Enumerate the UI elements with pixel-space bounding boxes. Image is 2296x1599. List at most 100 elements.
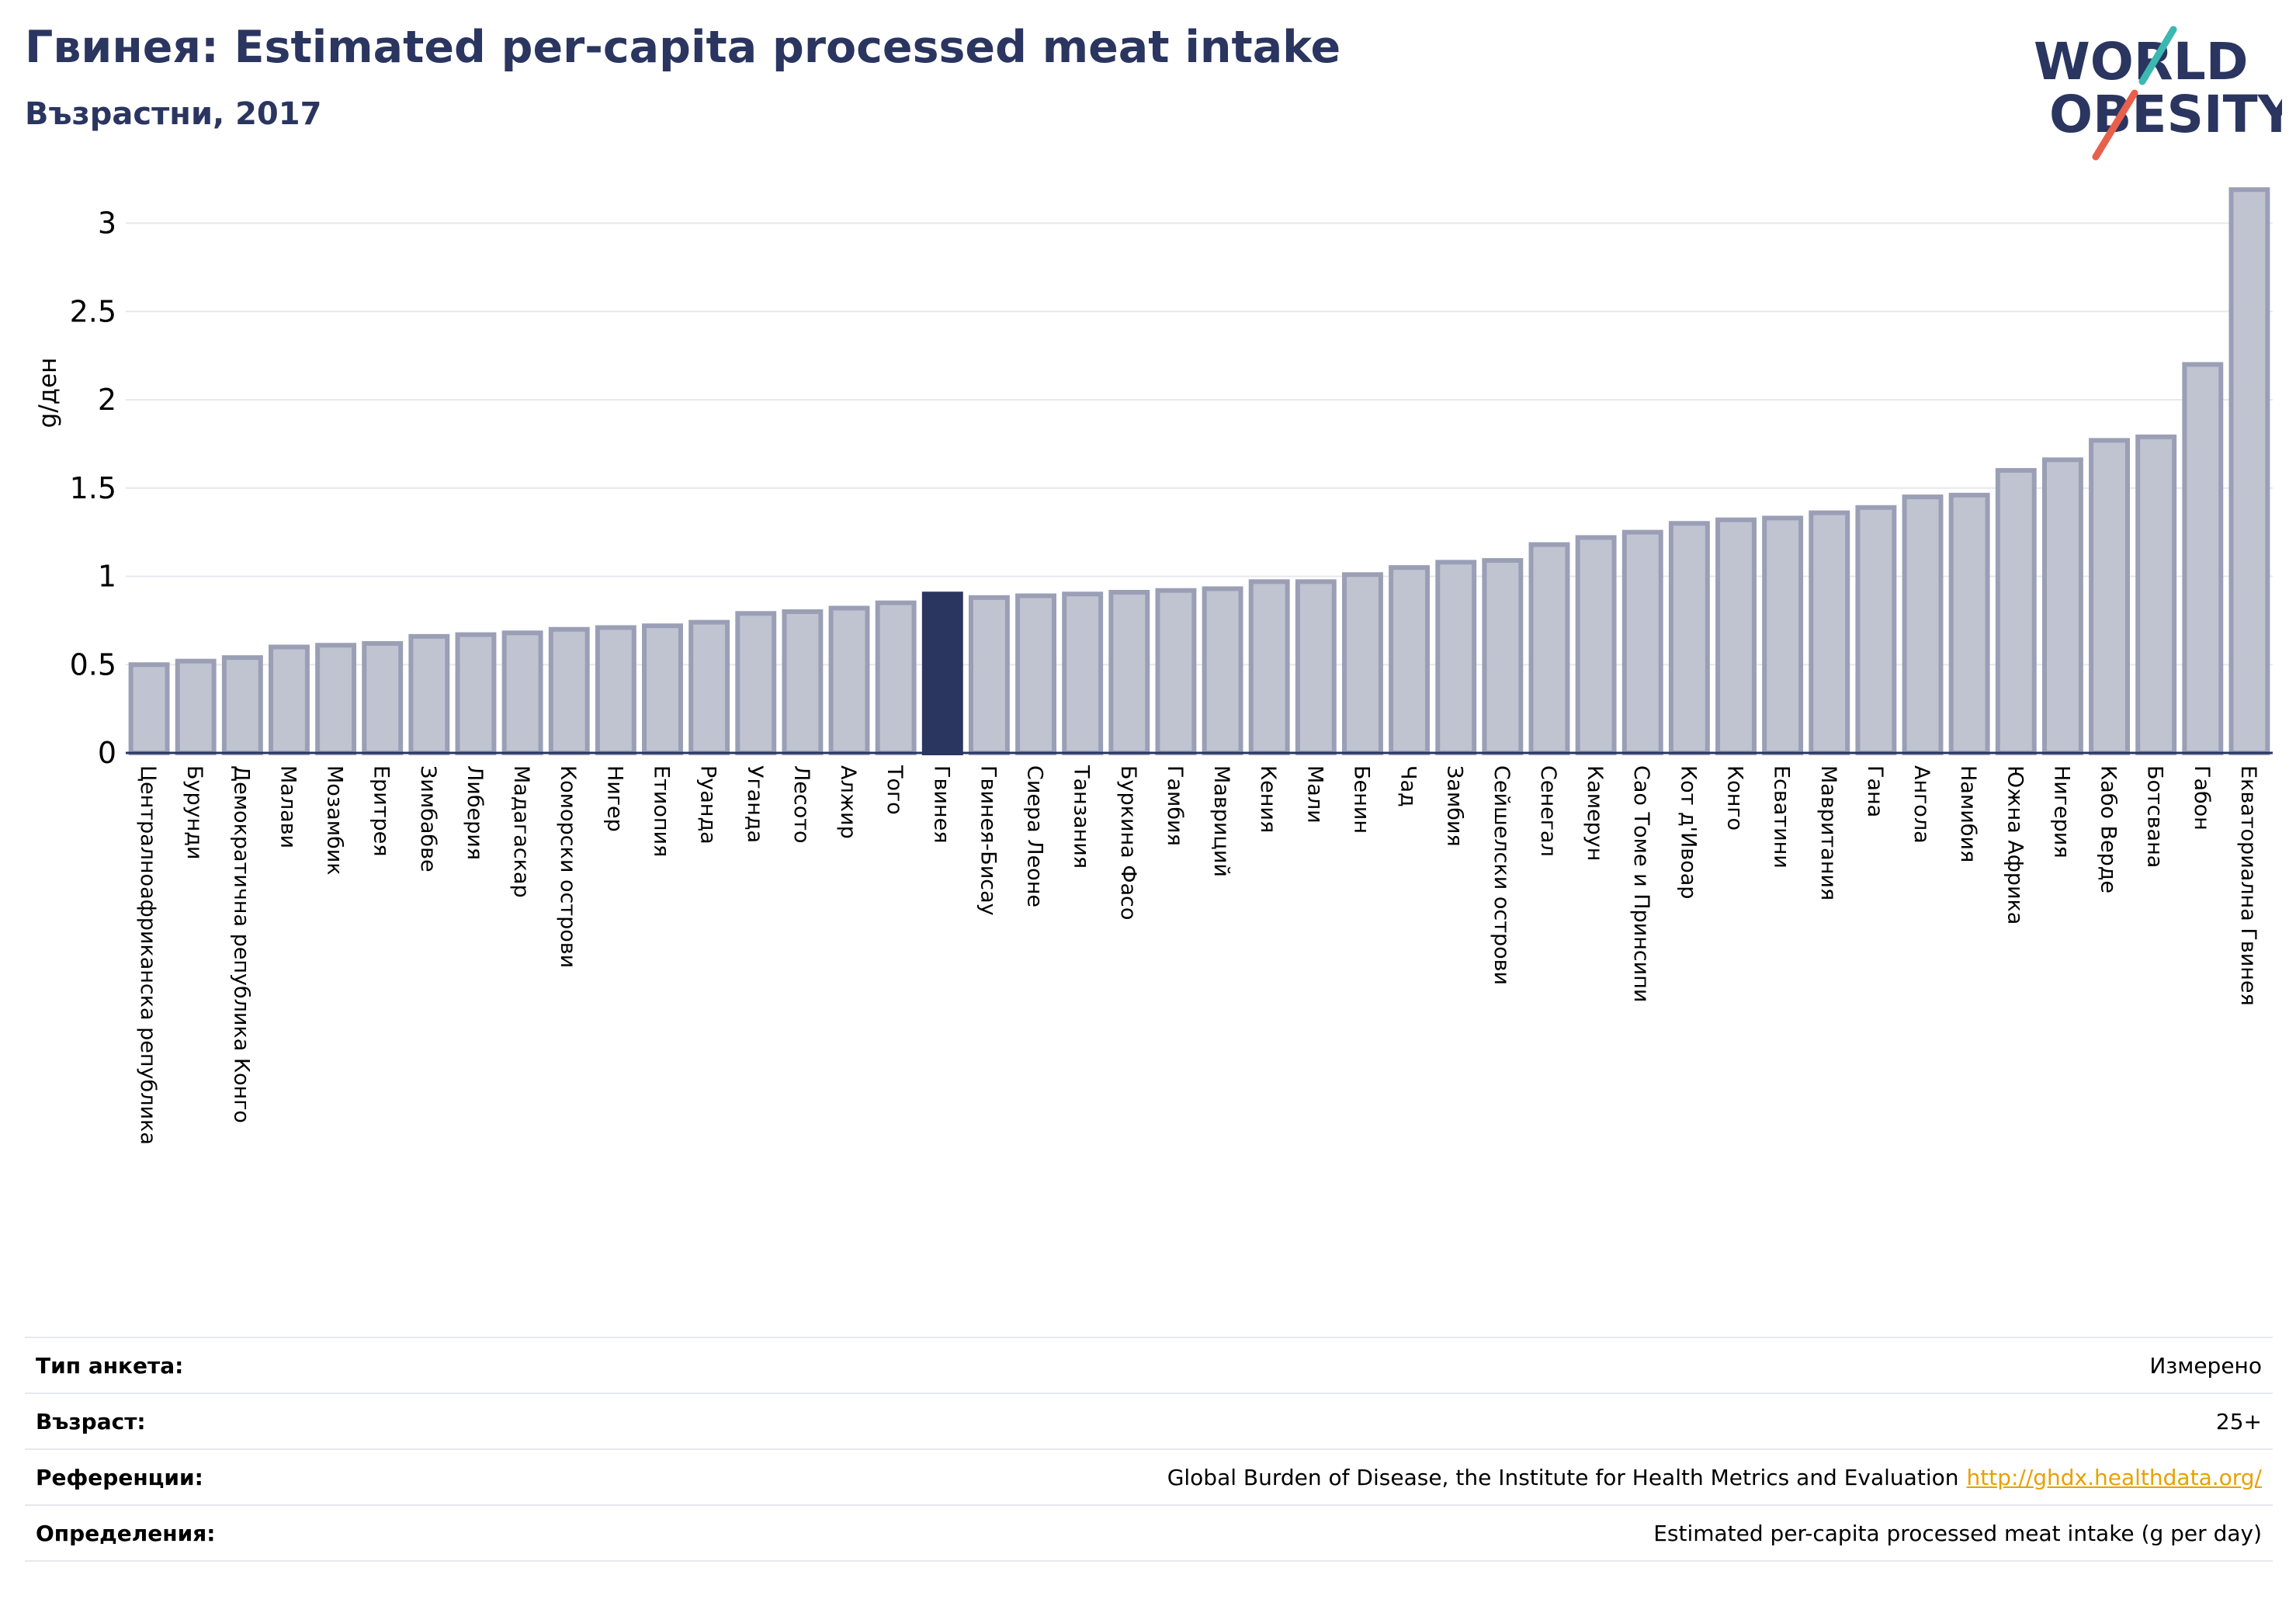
bar xyxy=(2182,362,2224,755)
bar xyxy=(1715,517,1757,755)
y-tick-label: 0 xyxy=(98,736,116,770)
bar xyxy=(1108,589,1150,755)
x-tick-label: Габон xyxy=(2190,765,2214,831)
x-tick-label: Ботсвана xyxy=(2143,765,2167,868)
x-tick-label: Гамбия xyxy=(1163,765,1187,846)
info-value: 25+ xyxy=(2215,1408,2262,1434)
bar xyxy=(1902,494,1944,755)
bar xyxy=(128,662,170,755)
bar-highlighted xyxy=(921,591,963,755)
bar xyxy=(548,626,590,755)
bar xyxy=(1155,588,1197,756)
bar xyxy=(1668,521,1710,755)
bar xyxy=(1575,535,1617,755)
info-key: Тип анкета: xyxy=(36,1352,184,1379)
info-row: Възраст: 25+ xyxy=(25,1394,2273,1450)
bar xyxy=(1762,515,1804,755)
x-tick-label: Мозамбик xyxy=(323,765,347,876)
info-value: Global Burden of Disease, the Institute … xyxy=(1167,1464,2262,1490)
x-tick-label: Сейшелски острови xyxy=(1490,765,1514,985)
y-tick-label: 1.5 xyxy=(70,471,116,505)
info-table: Тип анкета: Измерено Възраст: 25+ Референции… xyxy=(25,1337,2273,1562)
x-tick-label: Ангола xyxy=(1909,765,1934,844)
category-labels: Централноафриканска република Бурунди Демо… xyxy=(136,765,2260,1145)
x-tick-label: Екваториална Гвинея xyxy=(2236,765,2260,1006)
x-tick-label: Централноафриканска република xyxy=(136,765,160,1145)
x-tick-label: Кот д'Ивоар xyxy=(1676,765,1700,899)
info-key: Възраст: xyxy=(36,1408,146,1434)
bar xyxy=(1948,492,1990,755)
bar xyxy=(1482,558,1524,756)
bar xyxy=(1295,579,1337,756)
bar xyxy=(501,630,543,755)
x-tick-label: Чад xyxy=(1396,765,1420,807)
info-row: Референции: Global Burden of Disease, the… xyxy=(25,1450,2273,1506)
reference-link[interactable]: http://ghdx.healthdata.org/ xyxy=(1966,1464,2262,1490)
info-key: Определения: xyxy=(36,1520,216,1546)
bar-chart: 0 0.5 1 1.5 2 2.5 3 g/ден Централноафриканска … xyxy=(34,187,2273,1145)
x-tick-label: Зимбабве xyxy=(416,765,440,872)
x-tick-label: Гвинея-Бисау xyxy=(976,765,1000,916)
x-tick-label: Сенегал xyxy=(1536,765,1560,857)
info-row: Тип анкета: Измерено xyxy=(25,1338,2273,1394)
y-axis-ticks: 0 0.5 1 1.5 2 2.5 3 xyxy=(70,206,116,771)
bar xyxy=(688,619,730,756)
x-tick-label: Замбия xyxy=(1443,765,1467,847)
bar xyxy=(1809,510,1850,755)
info-row: Определения: Estimated per-capita process… xyxy=(25,1506,2273,1562)
bar xyxy=(968,595,1010,755)
x-tick-label: Мали xyxy=(1302,765,1327,824)
x-tick-label: Бурунди xyxy=(182,765,206,860)
info-value: Estimated per-capita processed meat inta… xyxy=(1653,1520,2262,1546)
bar xyxy=(2228,187,2270,755)
bar xyxy=(269,644,310,755)
x-tick-label: Кения xyxy=(1256,765,1280,833)
bar xyxy=(1528,542,1570,755)
info-key: Референции: xyxy=(36,1464,203,1490)
x-tick-label: Лесото xyxy=(789,765,813,844)
bar xyxy=(2041,457,2083,755)
chart-title: Гвинея: Estimated per-capita processed m… xyxy=(25,22,1341,73)
bar xyxy=(595,625,636,755)
bar xyxy=(1855,505,1897,756)
info-value: Измерено xyxy=(2149,1352,2262,1379)
bar xyxy=(828,605,870,756)
x-tick-label: Южна Африка xyxy=(2003,765,2027,924)
bar xyxy=(782,609,824,755)
x-tick-label: Уганда xyxy=(743,765,767,843)
bar xyxy=(315,643,357,755)
bar xyxy=(1202,586,1243,755)
x-tick-label: Руанда xyxy=(696,765,720,845)
x-tick-label: Камерун xyxy=(1583,765,1607,861)
bar xyxy=(642,623,683,756)
bar xyxy=(1389,565,1431,755)
bar xyxy=(1342,572,1383,755)
x-tick-label: Еритрея xyxy=(369,765,394,856)
world-obesity-logo: WORLD OBESITY xyxy=(2034,26,2282,161)
bar xyxy=(362,640,404,756)
y-tick-label: 2 xyxy=(98,383,116,417)
x-tick-label: Танзания xyxy=(1070,765,1094,869)
x-tick-label: Етиопия xyxy=(650,765,674,857)
bar xyxy=(175,658,217,756)
bar xyxy=(408,633,450,755)
bar xyxy=(221,655,263,756)
x-tick-label: Буркина Фасо xyxy=(1116,765,1140,920)
x-tick-label: Демократична република Конго xyxy=(229,765,253,1123)
x-tick-label: Коморски острови xyxy=(556,765,580,968)
x-tick-label: Того xyxy=(883,765,907,815)
y-tick-label: 1 xyxy=(98,560,116,594)
x-tick-label: Алжир xyxy=(836,765,860,839)
logo-slash-red xyxy=(2092,89,2138,161)
bar xyxy=(1995,468,2037,755)
x-tick-label: Нигер xyxy=(602,765,626,832)
x-tick-label: Мавритания xyxy=(1816,765,1840,900)
bar xyxy=(1062,591,1104,755)
x-tick-label: Есватини xyxy=(1770,765,1794,869)
bars xyxy=(128,187,2270,756)
x-tick-label: Гана xyxy=(1863,765,1887,817)
x-tick-label: Намибия xyxy=(1956,765,1980,862)
bar xyxy=(1248,579,1290,756)
logo-text-obesity: OBESITY xyxy=(2049,85,2282,144)
y-axis-label: g/ден xyxy=(34,358,62,428)
